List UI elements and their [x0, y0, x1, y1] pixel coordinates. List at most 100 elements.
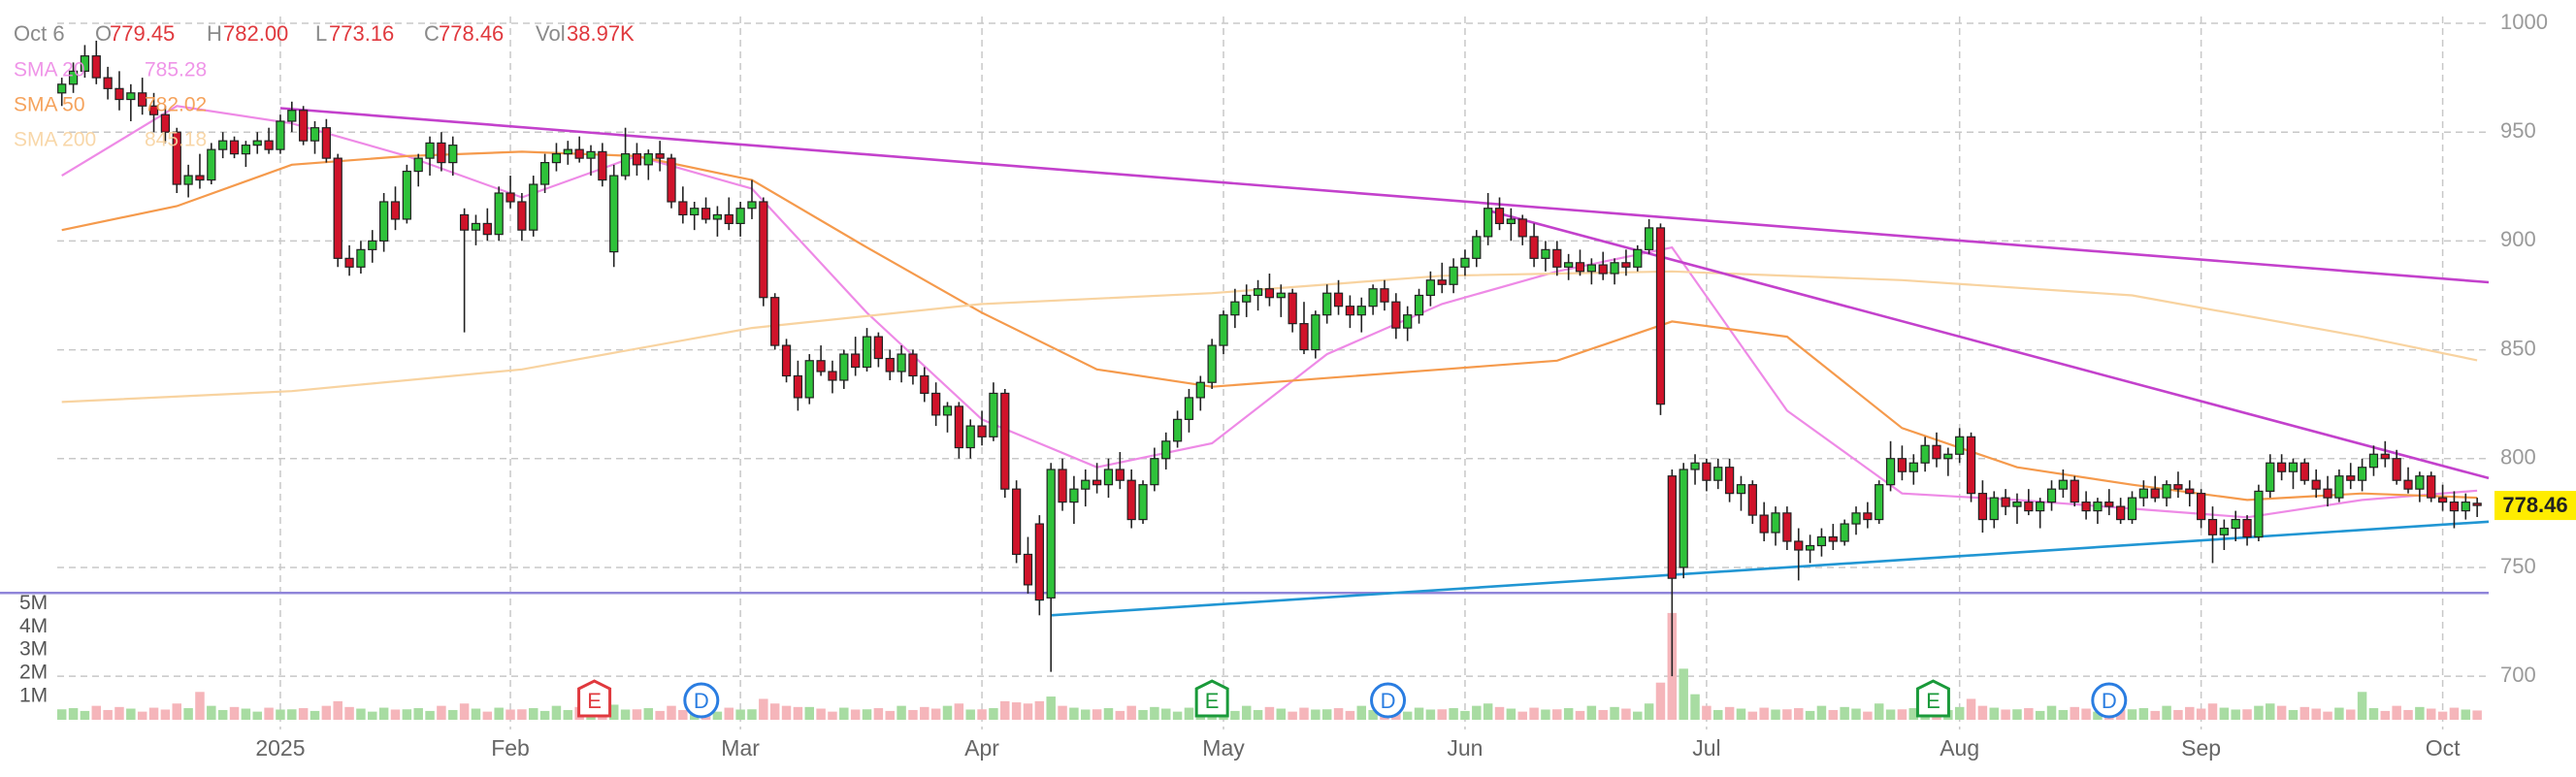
- candle-body: [471, 222, 481, 231]
- volume-bar: [1069, 707, 1079, 720]
- volume-bar: [1517, 711, 1527, 720]
- volume-bar: [2437, 711, 2448, 720]
- candle-body: [977, 425, 987, 437]
- volume-bar: [1321, 709, 1332, 720]
- candle-body: [2231, 518, 2240, 530]
- volume-bar: [1759, 707, 1769, 720]
- volume-bar: [1679, 668, 1688, 720]
- volume-bar: [1472, 705, 1482, 720]
- candle-body: [828, 371, 837, 381]
- volume-bar: [425, 710, 435, 720]
- candle-body: [1023, 553, 1033, 586]
- volume-tick-label: 3M: [19, 638, 48, 661]
- candle-body: [218, 140, 228, 150]
- volume-bar: [1034, 700, 1045, 720]
- candle-body: [2472, 502, 2482, 506]
- y-tick-label: 700: [2500, 663, 2536, 687]
- volume-bar: [1058, 705, 1067, 720]
- candle-body: [2036, 502, 2045, 512]
- volume-bar: [2380, 710, 2391, 720]
- candle-body: [1368, 288, 1378, 308]
- candle-body: [207, 148, 216, 181]
- volume-bar: [1160, 708, 1171, 720]
- x-tick-label: Feb: [491, 735, 530, 761]
- event-marker: D: [683, 682, 720, 719]
- header-date: Oct 6: [14, 21, 65, 46]
- volume-bar: [1253, 709, 1263, 720]
- volume-bar: [2024, 708, 2034, 720]
- event-shield: [577, 679, 612, 718]
- volume-bar: [1805, 710, 1815, 720]
- volume-bar: [724, 707, 734, 720]
- candle-body: [539, 162, 550, 185]
- candle-body: [229, 140, 240, 155]
- y-tick-label: 850: [2500, 336, 2536, 360]
- candle-body: [1264, 288, 1275, 299]
- volume-bar: [1552, 709, 1562, 720]
- volume-bar: [1771, 709, 1780, 720]
- event-label: D: [2102, 689, 2117, 713]
- volume-bar: [1460, 710, 1470, 720]
- y-tick-label: 1000: [2500, 10, 2548, 34]
- volume-bar: [1793, 708, 1804, 720]
- candle-body: [816, 360, 826, 372]
- candle-body: [1655, 227, 1666, 405]
- volume-bar: [1690, 694, 1700, 720]
- candle-body: [598, 150, 607, 181]
- candle-body: [1759, 514, 1769, 534]
- candle-body: [2449, 502, 2460, 512]
- event-marker: E: [577, 679, 612, 718]
- candle-body: [1736, 484, 1746, 495]
- candle-body: [2150, 488, 2160, 499]
- event-label: E: [587, 689, 602, 713]
- volume-bar: [1782, 709, 1792, 720]
- candle-body: [1484, 208, 1493, 238]
- candle-body: [643, 153, 653, 166]
- candle-body: [1989, 497, 1999, 521]
- candle-body: [920, 374, 929, 395]
- candle-body: [620, 153, 631, 177]
- volume-bar: [2403, 709, 2413, 720]
- volume-bar: [1115, 710, 1125, 720]
- candle-body: [1943, 453, 1953, 460]
- candle-body: [2046, 488, 2057, 503]
- candle-body: [1679, 469, 1688, 568]
- volume-bar: [1402, 711, 1413, 720]
- volume-bar: [678, 709, 688, 720]
- volume-bar: [276, 709, 285, 720]
- candle-body: [1161, 440, 1171, 460]
- candle-body: [2093, 502, 2103, 512]
- candle-body: [114, 87, 124, 101]
- volume-bar: [2346, 709, 2356, 720]
- volume-bar: [2035, 710, 2045, 720]
- candle-body: [1702, 462, 1712, 481]
- volume-bar: [1425, 709, 1436, 720]
- x-tick-label: May: [1202, 735, 1245, 761]
- candle-body: [839, 353, 849, 381]
- candle-body: [989, 392, 998, 437]
- candle-body: [2415, 475, 2425, 490]
- candle-body: [1885, 458, 1896, 486]
- volume-bar: [2070, 706, 2079, 720]
- candle-body: [1875, 484, 1884, 521]
- candle-body: [2323, 488, 2332, 499]
- volume-bar: [2368, 708, 2379, 720]
- candle-body: [1794, 540, 1804, 551]
- volume-tick-label: 4M: [19, 615, 48, 637]
- legend-value: 782.02: [145, 94, 207, 116]
- candle-body: [747, 201, 757, 210]
- volume-bar: [965, 709, 975, 720]
- candle-body: [609, 175, 619, 253]
- event-marker: D: [2091, 682, 2128, 719]
- volume-bar: [1241, 705, 1252, 720]
- volume-bar: [2127, 709, 2137, 720]
- sma-line: [61, 105, 2478, 519]
- candle-body: [1586, 264, 1596, 273]
- header-key: L: [315, 21, 327, 46]
- candle-body: [448, 145, 458, 164]
- event-shield: [1194, 679, 1229, 718]
- candle-body: [1414, 294, 1424, 316]
- candle-body: [402, 170, 411, 220]
- volume-bar: [2185, 706, 2195, 720]
